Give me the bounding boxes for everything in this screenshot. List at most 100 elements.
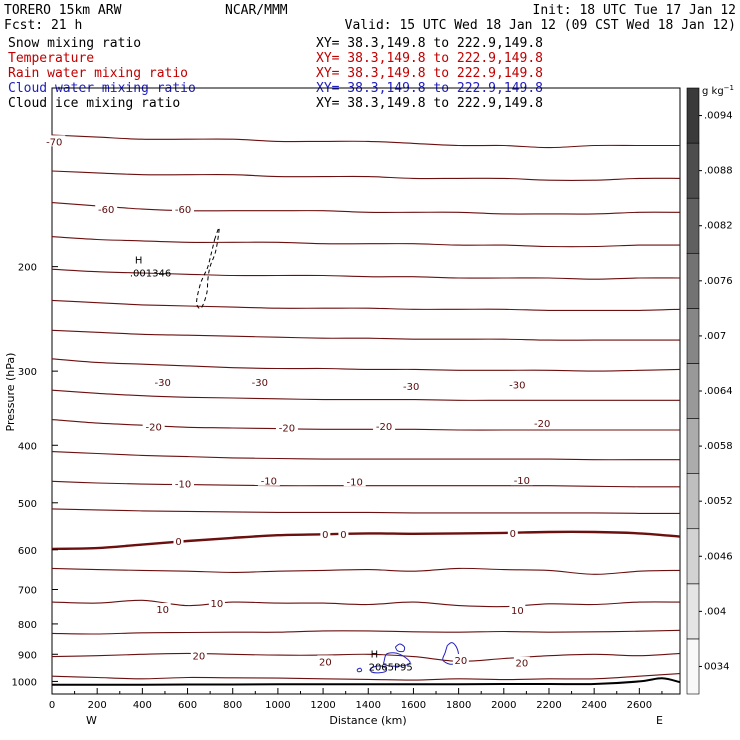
x-tick-label: 400: [133, 700, 152, 711]
colorbar-unit-text: g kg: [702, 86, 724, 97]
y-tick-label: 1000: [12, 677, 37, 688]
contour-label: -30: [252, 378, 268, 389]
contour-label-background: [173, 535, 184, 547]
contour-label-background: [208, 596, 225, 608]
contour-label-background: [513, 656, 530, 668]
contour-label: -20: [534, 419, 550, 430]
legend-xy-range: XY= 38.3,149.8 to 222.9,149.8: [316, 96, 543, 111]
west-label: W: [86, 714, 97, 727]
cloud-water-contour: [370, 665, 388, 674]
isotherm-line: [51, 652, 681, 662]
colorbar-tick-label: .0094: [704, 111, 733, 122]
contour-label: 0: [510, 529, 516, 540]
x-tick-label: 1000: [265, 700, 290, 711]
y-tick-label: 200: [18, 263, 37, 274]
isotherm-line: [51, 236, 681, 248]
colorbar-tick-label: .0088: [704, 166, 733, 177]
isotherm-line: [51, 673, 681, 681]
colorbar-tick-label: 0034: [704, 661, 729, 672]
plot-frame: [51, 87, 681, 695]
east-label: E: [656, 714, 663, 727]
forecast-hour: Fcst: 21 h: [4, 18, 82, 33]
field-legend: Snow mixing ratio XY= 38.3,149.8 to 222.9…: [8, 36, 543, 111]
contour-label: -20: [376, 422, 392, 433]
colorbar-tick-label: .007: [704, 331, 726, 342]
colorbar-unit-exponent: −1: [724, 84, 734, 92]
colorbar: 0034 .004 .0046 .0052 .0058 .0064 .007 .0076 .00…: [686, 87, 733, 695]
contour-label-background: [338, 527, 349, 539]
contour-label: -20: [145, 423, 161, 434]
x-tick-label: 1400: [356, 700, 381, 711]
x-tick-label: 2600: [627, 700, 652, 711]
freezing-isotherm: [51, 530, 681, 551]
terrain-line: [52, 677, 681, 686]
cloud-water-contour: [383, 652, 411, 667]
isotherm-line: [51, 202, 681, 215]
legend-xy-range: XY= 38.3,149.8 to 222.9,149.8: [316, 66, 543, 81]
isotherm-line: [51, 451, 680, 461]
contour-label: 0: [340, 530, 346, 541]
y-tick-label: 400: [18, 441, 37, 452]
colorbar-tick-label: .0064: [704, 386, 733, 397]
contour-label-background: [343, 475, 366, 487]
contour-label: -10: [347, 477, 363, 488]
isotherm-line: [51, 508, 681, 514]
contour-label: 20: [455, 656, 468, 667]
isotherm-line: [51, 358, 681, 372]
contour-label-background: [506, 378, 529, 390]
colorbar-tick-label: .0058: [704, 441, 733, 452]
x-tick-label: 1600: [401, 700, 426, 711]
plot-area: -70 -60 -60 -30 -30 -30 -30 -20 -20 -20 -20 -10 -10 -…: [43, 134, 681, 686]
contour-label-background: [400, 380, 423, 392]
contour-label-background: [317, 655, 334, 667]
cloud-ice-contour: [196, 227, 220, 310]
snow-max-value: .001346: [130, 268, 171, 279]
y-tick-label: 900: [18, 650, 37, 661]
contour-label: -70: [46, 137, 62, 148]
colorbar-swatch: [686, 308, 700, 364]
isotherm-line: [51, 268, 681, 280]
contour-label-background: [248, 376, 271, 388]
y-tick-label: 300: [18, 367, 37, 378]
axes: 0 200 400 600 800 1000 1200 1400 1600 1800 2000 220…: [12, 263, 663, 711]
colorbar-swatch: [686, 418, 700, 474]
valid-time: Valid: 15 UTC Wed 18 Jan 12 (09 CST Wed …: [345, 18, 736, 33]
colorbar-swatch: [686, 583, 700, 640]
contour-label: -10: [261, 477, 277, 488]
colorbar-swatch: [686, 363, 700, 419]
colorbar-tick-label: .0052: [704, 496, 733, 507]
contour-label-background: [95, 203, 118, 215]
isotherm-line: [51, 567, 681, 575]
contour-label: -20: [279, 423, 295, 434]
colorbar-swatch: [686, 87, 700, 144]
x-tick-label: 800: [223, 700, 242, 711]
contour-label: 20: [516, 659, 529, 670]
contour-label: -60: [175, 205, 191, 216]
colorbar-swatch: [686, 197, 700, 254]
contour-label-background: [373, 419, 396, 431]
contour-label: -60: [98, 205, 114, 216]
colorbar-swatch: [686, 638, 700, 695]
snow-max-marker: H: [135, 255, 143, 266]
y-tick-label: 600: [18, 546, 37, 557]
contour-label-background: [154, 602, 171, 614]
contour-label-background: [452, 653, 469, 665]
legend-field-name: Temperature: [8, 51, 94, 66]
colorbar-tick-label: .0046: [704, 551, 733, 562]
isotherm-line: [51, 299, 681, 312]
isotherm-line: [51, 170, 681, 181]
colorbar-swatch: [686, 473, 700, 530]
contour-label: 0: [322, 530, 328, 541]
contour-label: 10: [156, 605, 169, 616]
x-tick-label: 2000: [491, 700, 516, 711]
cloud-water-contour: [356, 667, 363, 673]
colorbar-tick-label: .0076: [704, 276, 733, 287]
rain-max-value: 2065P95: [369, 663, 413, 674]
x-tick-label: 2400: [581, 700, 606, 711]
y-axis-label: Pressure (hPa): [4, 353, 17, 432]
isotherm-line: [51, 599, 681, 608]
isotherm-line: [51, 329, 680, 341]
colorbar-swatch: [686, 142, 700, 199]
contour-label-background: [510, 474, 533, 486]
cloud-water-contour: [394, 643, 406, 653]
